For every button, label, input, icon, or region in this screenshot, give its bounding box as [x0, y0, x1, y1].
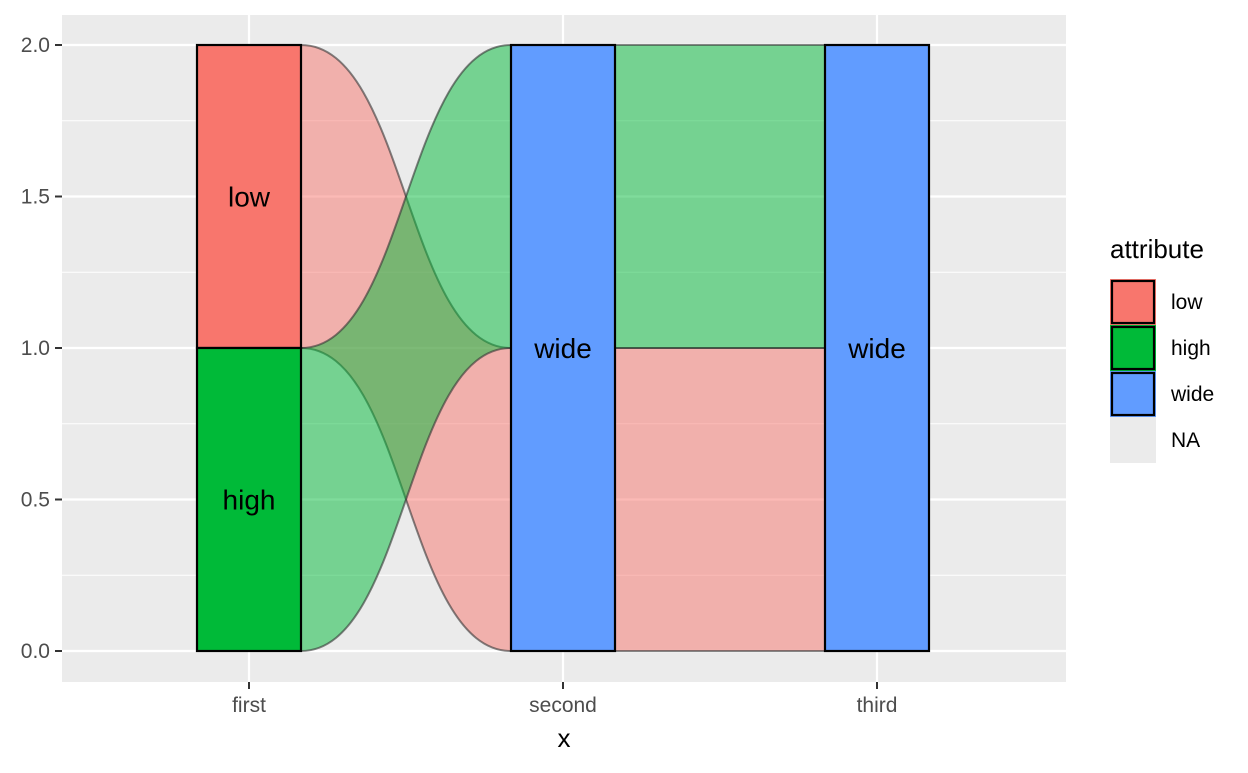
x-tick-label: second [529, 694, 597, 717]
x-axis-title: x [558, 723, 571, 753]
y-tick-label: 0.5 [21, 489, 50, 512]
x-axis: first second third [232, 682, 897, 717]
legend-title: attribute [1110, 234, 1204, 264]
legend-label-low: low [1171, 291, 1203, 314]
y-tick-label: 2.0 [21, 34, 50, 57]
legend-label-na: NA [1171, 429, 1200, 452]
y-tick-label: 0.0 [21, 640, 50, 663]
y-tick-label: 1.5 [21, 186, 50, 209]
x-tick-label: third [857, 694, 898, 717]
stratum-label: low [228, 182, 271, 213]
legend: attribute low high wide NA [1110, 234, 1214, 463]
stratum-second-wide [509, 43, 617, 653]
y-axis: 0.0 0.5 1.0 1.5 2.0 [21, 34, 62, 663]
stratum-label: wide [533, 333, 592, 364]
stratum-first-low [195, 43, 303, 350]
legend-label-wide: wide [1170, 383, 1214, 406]
stratum-third-wide [823, 43, 931, 653]
legend-label-high: high [1171, 337, 1211, 360]
legend-key-na [1110, 417, 1156, 463]
x-tick-label: first [232, 694, 266, 717]
stratum-label: wide [847, 333, 906, 364]
stratum-label: high [223, 485, 276, 516]
flow-low-second-third [614, 346, 826, 653]
legend-key-low [1110, 279, 1156, 325]
flow-high-second-third [614, 44, 826, 350]
y-tick-label: 1.0 [21, 337, 50, 360]
strata: low high wide wide [195, 43, 931, 653]
stratum-first-high [195, 346, 303, 653]
legend-key-wide [1110, 371, 1156, 417]
flows [300, 43, 826, 653]
legend-key-high [1110, 325, 1156, 371]
